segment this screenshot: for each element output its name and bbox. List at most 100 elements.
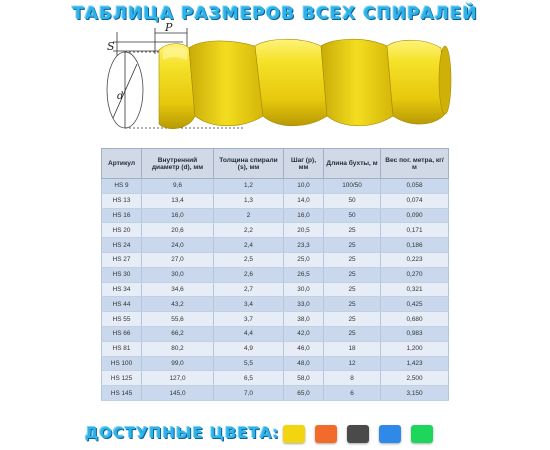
table-cell: HS 44	[101, 296, 142, 313]
sizes-table: Артикул Внутренний диаметр (d), мм Толщина…	[101, 148, 449, 401]
column-header: Длина бухты, м	[323, 148, 381, 179]
table-row: HS 30 30,0 2,6 26,5 25 0,270	[101, 267, 449, 283]
table-cell: 1,2	[213, 178, 284, 194]
available-colors-label: ДОСТУПНЫЕ ЦВЕТА:	[85, 424, 280, 442]
table-cell: HS 24	[101, 237, 142, 253]
column-header: Внутренний диаметр (d), мм	[141, 148, 214, 179]
table-cell: 50	[323, 193, 381, 209]
table-cell: 66,2	[141, 326, 214, 342]
table-cell: 145,0	[141, 385, 214, 401]
table-cell: 127,0	[141, 370, 214, 387]
table-cell: HS 30	[101, 267, 142, 283]
table-cell: 2,5	[213, 252, 284, 268]
column-header: Вес пог. метра, кг/м	[380, 148, 449, 179]
table-cell: 30,0	[283, 282, 324, 298]
table-cell: 27,0	[141, 252, 214, 268]
table-cell: 65,0	[283, 385, 324, 401]
table-cell: HS 27	[101, 252, 142, 268]
table-cell: HS 20	[101, 222, 142, 239]
table-cell: 25,0	[283, 252, 324, 268]
table-row: HS 9 9,6 1,2 10,0 100/50 0,058	[101, 178, 449, 194]
table-cell: 25	[323, 296, 381, 313]
table-row: HS 27 27,0 2,5 25,0 25 0,223	[101, 252, 449, 268]
table-cell: 5,5	[213, 356, 284, 372]
table-cell: 6,5	[213, 370, 284, 387]
table-cell: 2,500	[380, 370, 449, 387]
page-title: ТАБЛИЦА РАЗМЕРОВ ВСЕХ СПИРАЛЕЙ	[72, 4, 478, 24]
table-row: HS 81 80,2 4,9 46,0 18 1,200	[101, 341, 449, 357]
column-header: Толщина спирали (s), мм	[213, 148, 284, 179]
table-cell: 20,5	[283, 222, 324, 239]
table-cell: 38,0	[283, 311, 324, 327]
table-cell: 0,983	[380, 326, 449, 342]
table-cell: 7,0	[213, 385, 284, 401]
table-cell: 2	[213, 208, 284, 224]
thickness-label: S	[107, 40, 115, 53]
spiral-diagram: S P d	[95, 20, 455, 132]
yellow-swatch	[283, 425, 305, 443]
color-swatches	[283, 425, 433, 443]
table-cell: 25	[323, 326, 381, 342]
table-cell: 30,0	[141, 267, 214, 283]
table-cell: 33,0	[283, 296, 324, 313]
table-cell: 100/50	[323, 178, 381, 194]
orange-swatch	[315, 425, 337, 443]
table-cell: 16,0	[141, 208, 214, 224]
table-cell: 34,6	[141, 282, 214, 298]
column-header: Артикул	[101, 148, 142, 179]
table-cell: 55,6	[141, 311, 214, 327]
table-row: HS 125 127,0 6,5 58,0 8 2,500	[101, 370, 449, 387]
table-cell: 0,270	[380, 267, 449, 283]
table-cell: 14,0	[283, 193, 324, 209]
table-cell: 2,6	[213, 267, 284, 283]
table-cell: HS 100	[101, 356, 142, 372]
table-cell: 0,321	[380, 282, 449, 298]
table-cell: 4,9	[213, 341, 284, 357]
table-cell: 3,150	[380, 385, 449, 401]
table-row: HS 55 55,6 3,7 38,0 25 0,680	[101, 311, 449, 327]
table-cell: 0,186	[380, 237, 449, 253]
table-cell: 1,200	[380, 341, 449, 357]
table-row: HS 24 24,0 2,4 23,3 25 0,186	[101, 237, 449, 253]
table-cell: 24,0	[141, 237, 214, 253]
table-row: HS 145 145,0 7,0 65,0 6 3,150	[101, 385, 449, 401]
table-cell: 2,2	[213, 222, 284, 239]
table-cell: HS 34	[101, 282, 142, 298]
table-cell: 42,0	[283, 326, 324, 342]
table-cell: 4,4	[213, 326, 284, 342]
table-row: HS 16 16,0 2 16,0 50 0,090	[101, 208, 449, 224]
table-cell: 20,6	[141, 222, 214, 239]
table-cell: 0,425	[380, 296, 449, 313]
gray-swatch	[347, 425, 369, 443]
table-row: HS 13 13,4 1,3 14,0 50 0,074	[101, 193, 449, 209]
table-cell: 0,680	[380, 311, 449, 327]
diameter-label: d	[117, 91, 123, 102]
table-cell: 13,4	[141, 193, 214, 209]
table-cell: HS 145	[101, 385, 142, 401]
column-header: Шаг (p), мм	[283, 148, 324, 179]
table-cell: 46,0	[283, 341, 324, 357]
table-cell: 2,4	[213, 237, 284, 253]
table-row: HS 100 99,0 5,5 48,0 12 1,423	[101, 356, 449, 372]
table-row: HS 34 34,6 2,7 30,0 25 0,321	[101, 282, 449, 298]
table-cell: 43,2	[141, 296, 214, 313]
table-cell: 10,0	[283, 178, 324, 194]
table-cell: 50	[323, 208, 381, 224]
table-cell: 0,171	[380, 222, 449, 239]
table-cell: HS 81	[101, 341, 142, 357]
table-cell: HS 9	[101, 178, 142, 194]
table-cell: 2,7	[213, 282, 284, 298]
table-cell: 0,074	[380, 193, 449, 209]
table-cell: 25	[323, 282, 381, 298]
table-cell: 12	[323, 356, 381, 372]
table-cell: 25	[323, 311, 381, 327]
table-cell: 26,5	[283, 267, 324, 283]
table-cell: 16,0	[283, 208, 324, 224]
table-cell: 1,423	[380, 356, 449, 372]
table-cell: 58,0	[283, 370, 324, 387]
table-cell: 23,3	[283, 237, 324, 253]
sizes-table-container: Артикул Внутренний диаметр (d), мм Толщина…	[101, 148, 449, 401]
table-cell: 25	[323, 267, 381, 283]
table-cell: 25	[323, 252, 381, 268]
table-cell: 0,223	[380, 252, 449, 268]
